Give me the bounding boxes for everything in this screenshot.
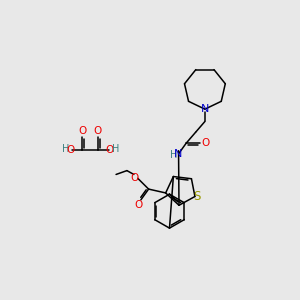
Text: O: O bbox=[134, 200, 143, 210]
Text: O: O bbox=[106, 145, 114, 155]
Text: O: O bbox=[67, 145, 75, 155]
Text: N: N bbox=[174, 149, 183, 159]
Text: H: H bbox=[170, 150, 178, 160]
Text: O: O bbox=[78, 127, 87, 136]
Text: O: O bbox=[94, 127, 102, 136]
Text: H: H bbox=[112, 144, 119, 154]
Text: N: N bbox=[201, 104, 209, 114]
Text: S: S bbox=[194, 190, 201, 203]
Text: H: H bbox=[62, 144, 69, 154]
Text: O: O bbox=[202, 138, 210, 148]
Text: O: O bbox=[130, 172, 139, 182]
